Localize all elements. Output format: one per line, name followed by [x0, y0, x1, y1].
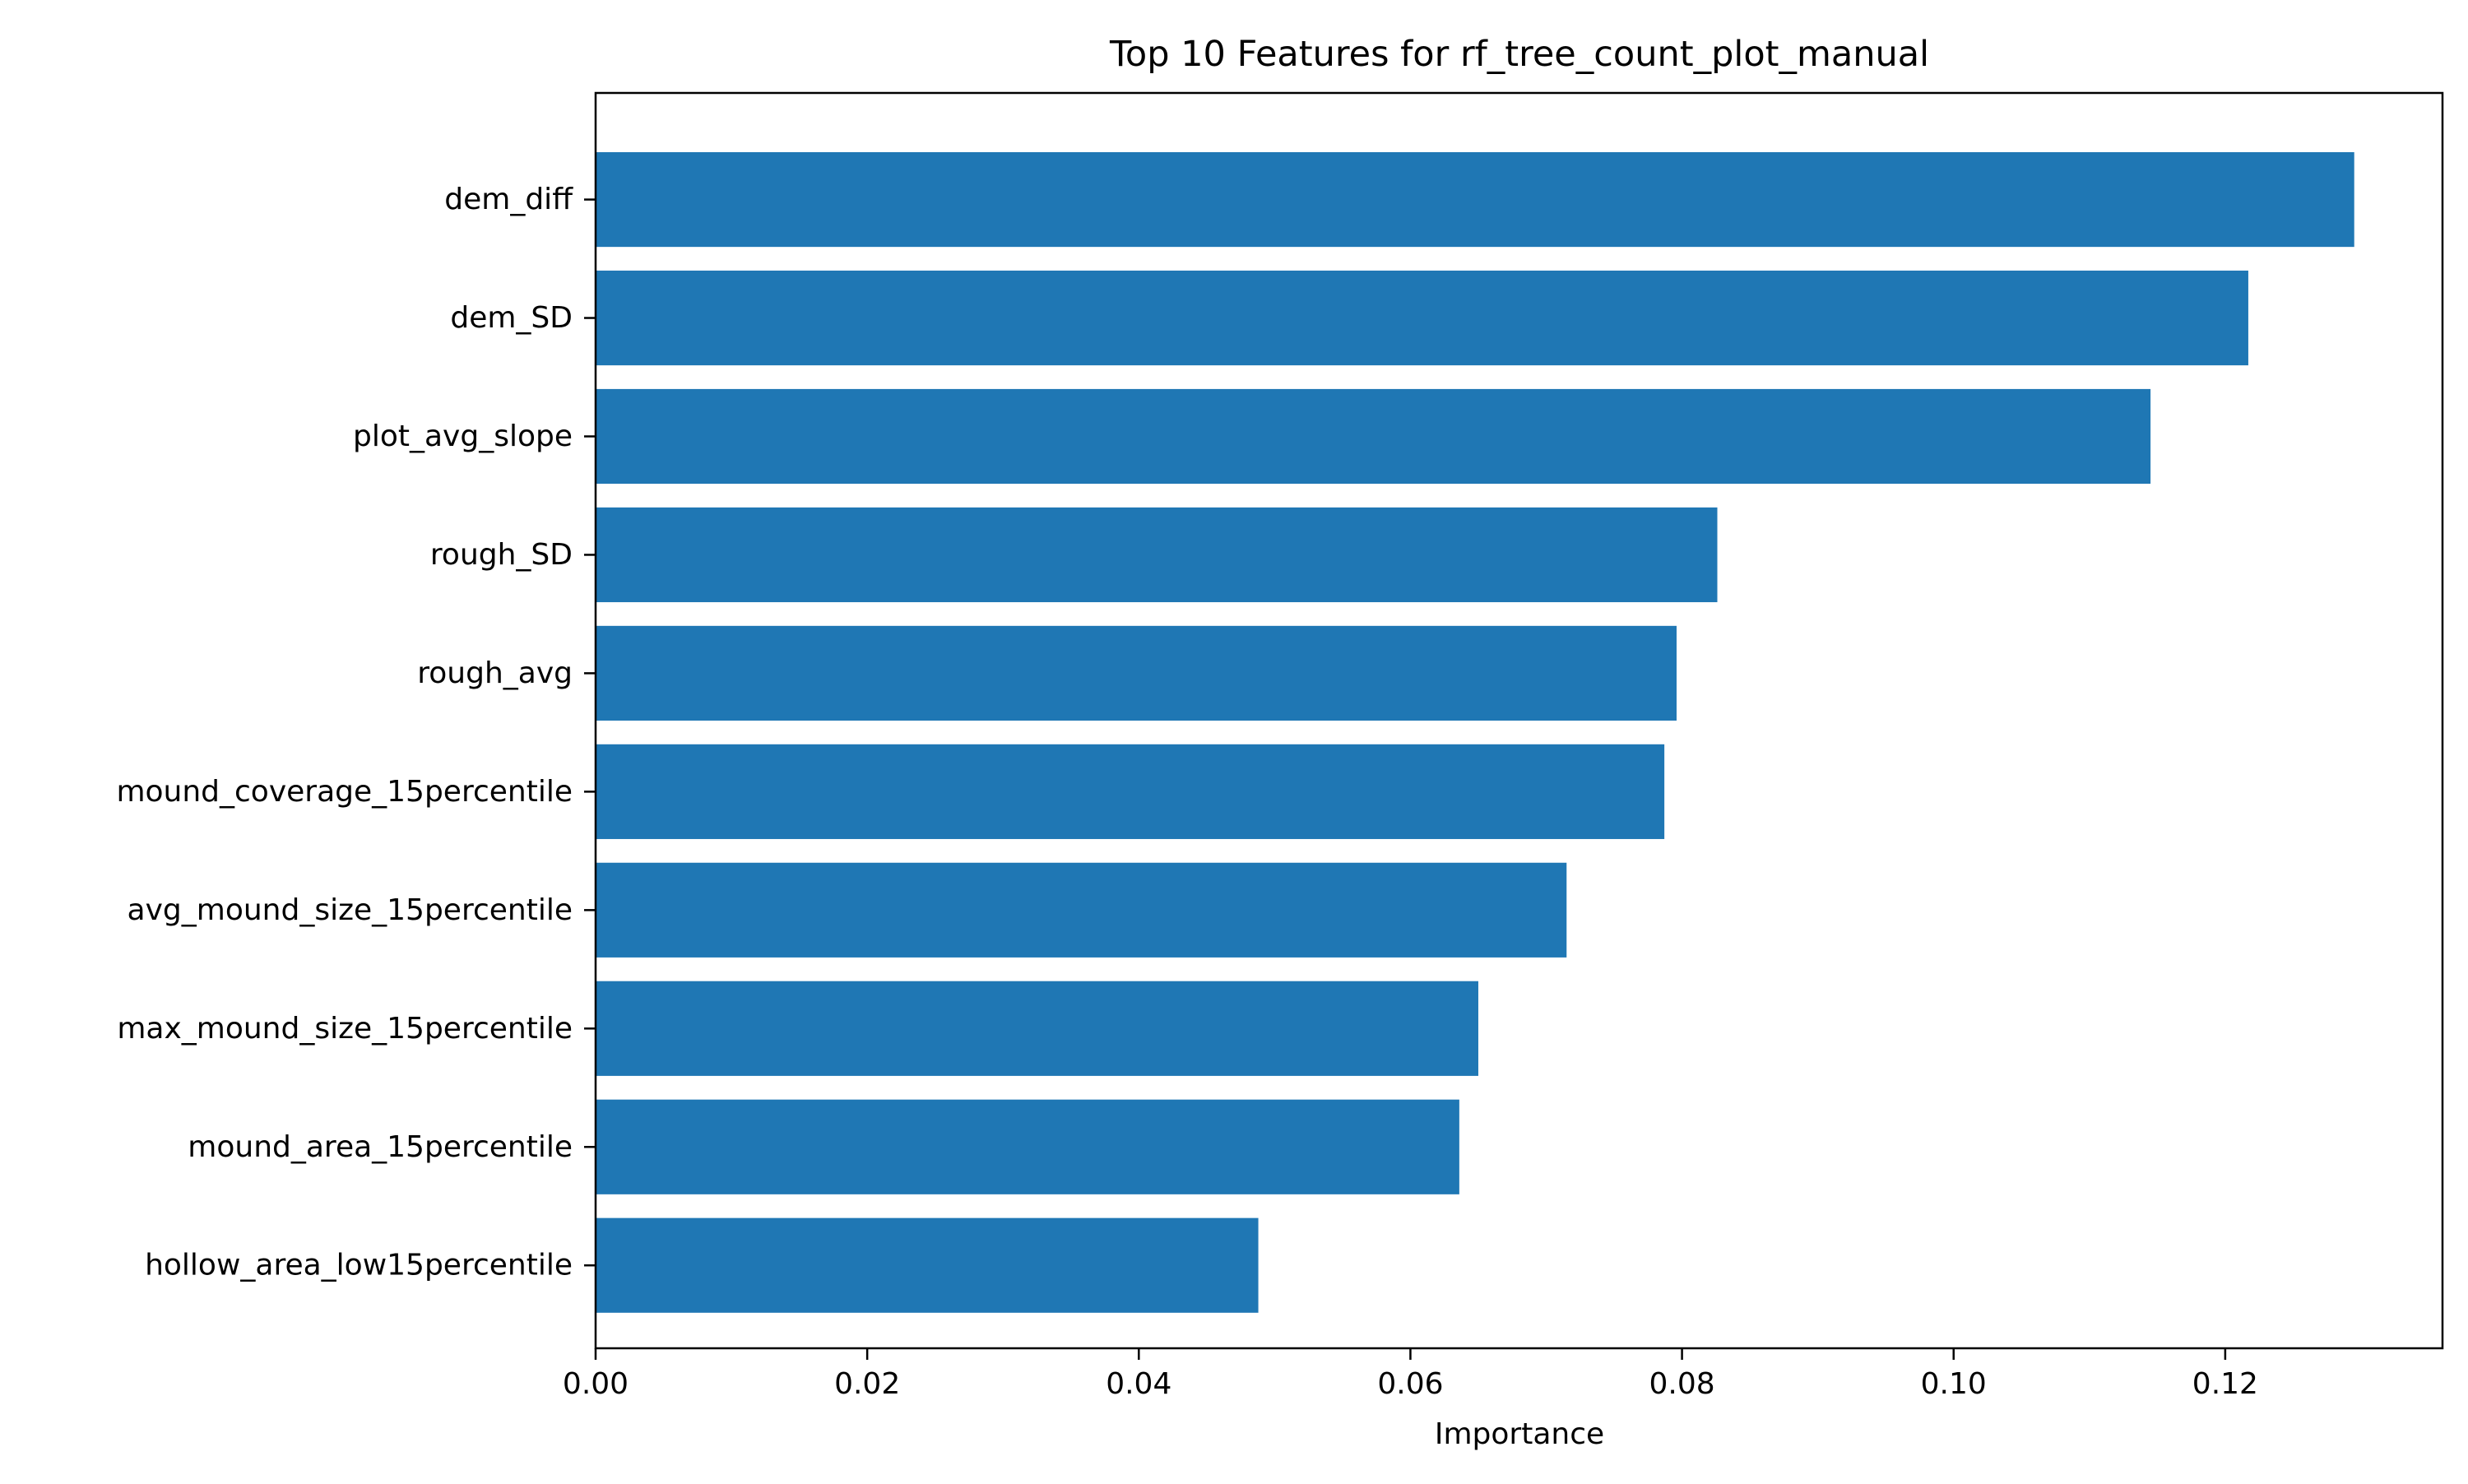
- x-tick-label: 0.10: [1921, 1367, 1987, 1401]
- x-axis-label: Importance: [1435, 1417, 1604, 1451]
- chart-title: Top 10 Features for rf_tree_count_plot_m…: [1109, 34, 1929, 75]
- bar-rough_SD: [596, 507, 1718, 603]
- y-tick-label: rough_SD: [430, 538, 573, 572]
- bar-mound_area_15percentile: [596, 1099, 1459, 1194]
- bar-plot_avg_slope: [596, 388, 2151, 485]
- bar-hollow_area_low15percentile: [596, 1217, 1259, 1313]
- y-tick-label: rough_avg: [417, 656, 573, 690]
- x-tick-label: 0.12: [2192, 1367, 2258, 1401]
- y-tick-label: max_mound_size_15percentile: [117, 1012, 573, 1046]
- y-tick-label: dem_SD: [450, 301, 573, 335]
- x-tick-label: 0.08: [1649, 1367, 1715, 1401]
- bars-layer: [596, 151, 2354, 1313]
- y-tick-label: avg_mound_size_15percentile: [128, 893, 573, 927]
- x-tick-label: 0.00: [563, 1367, 629, 1401]
- y-tick-label: mound_area_15percentile: [188, 1130, 573, 1164]
- bar-mound_coverage_15percentile: [596, 744, 1665, 839]
- x-tick-label: 0.04: [1106, 1367, 1171, 1401]
- y-tick-label: plot_avg_slope: [353, 420, 573, 453]
- bar-dem_SD: [596, 270, 2248, 366]
- y-tick-label: dem_diff: [444, 183, 573, 216]
- x-axis: 0.00 0.02 0.04 0.06 0.08 0.10 0.12: [563, 1348, 2258, 1401]
- y-axis: dem_diff dem_SD plot_avg_slope rough_SDroug…: [116, 183, 596, 1282]
- y-tick-label: hollow_area_low15percentile: [145, 1249, 573, 1282]
- bar-max_mound_size_15percentile: [596, 981, 1478, 1076]
- bar-dem_diff: [596, 151, 2354, 248]
- plot-frame: [594, 91, 2444, 1350]
- y-tick-label: mound_coverage_15percentile: [116, 775, 573, 809]
- x-tick-label: 0.02: [834, 1367, 900, 1401]
- bar-rough_avg: [596, 625, 1677, 721]
- bar-avg_mound_size_15percentile: [596, 862, 1567, 958]
- x-tick-label: 0.06: [1377, 1367, 1443, 1401]
